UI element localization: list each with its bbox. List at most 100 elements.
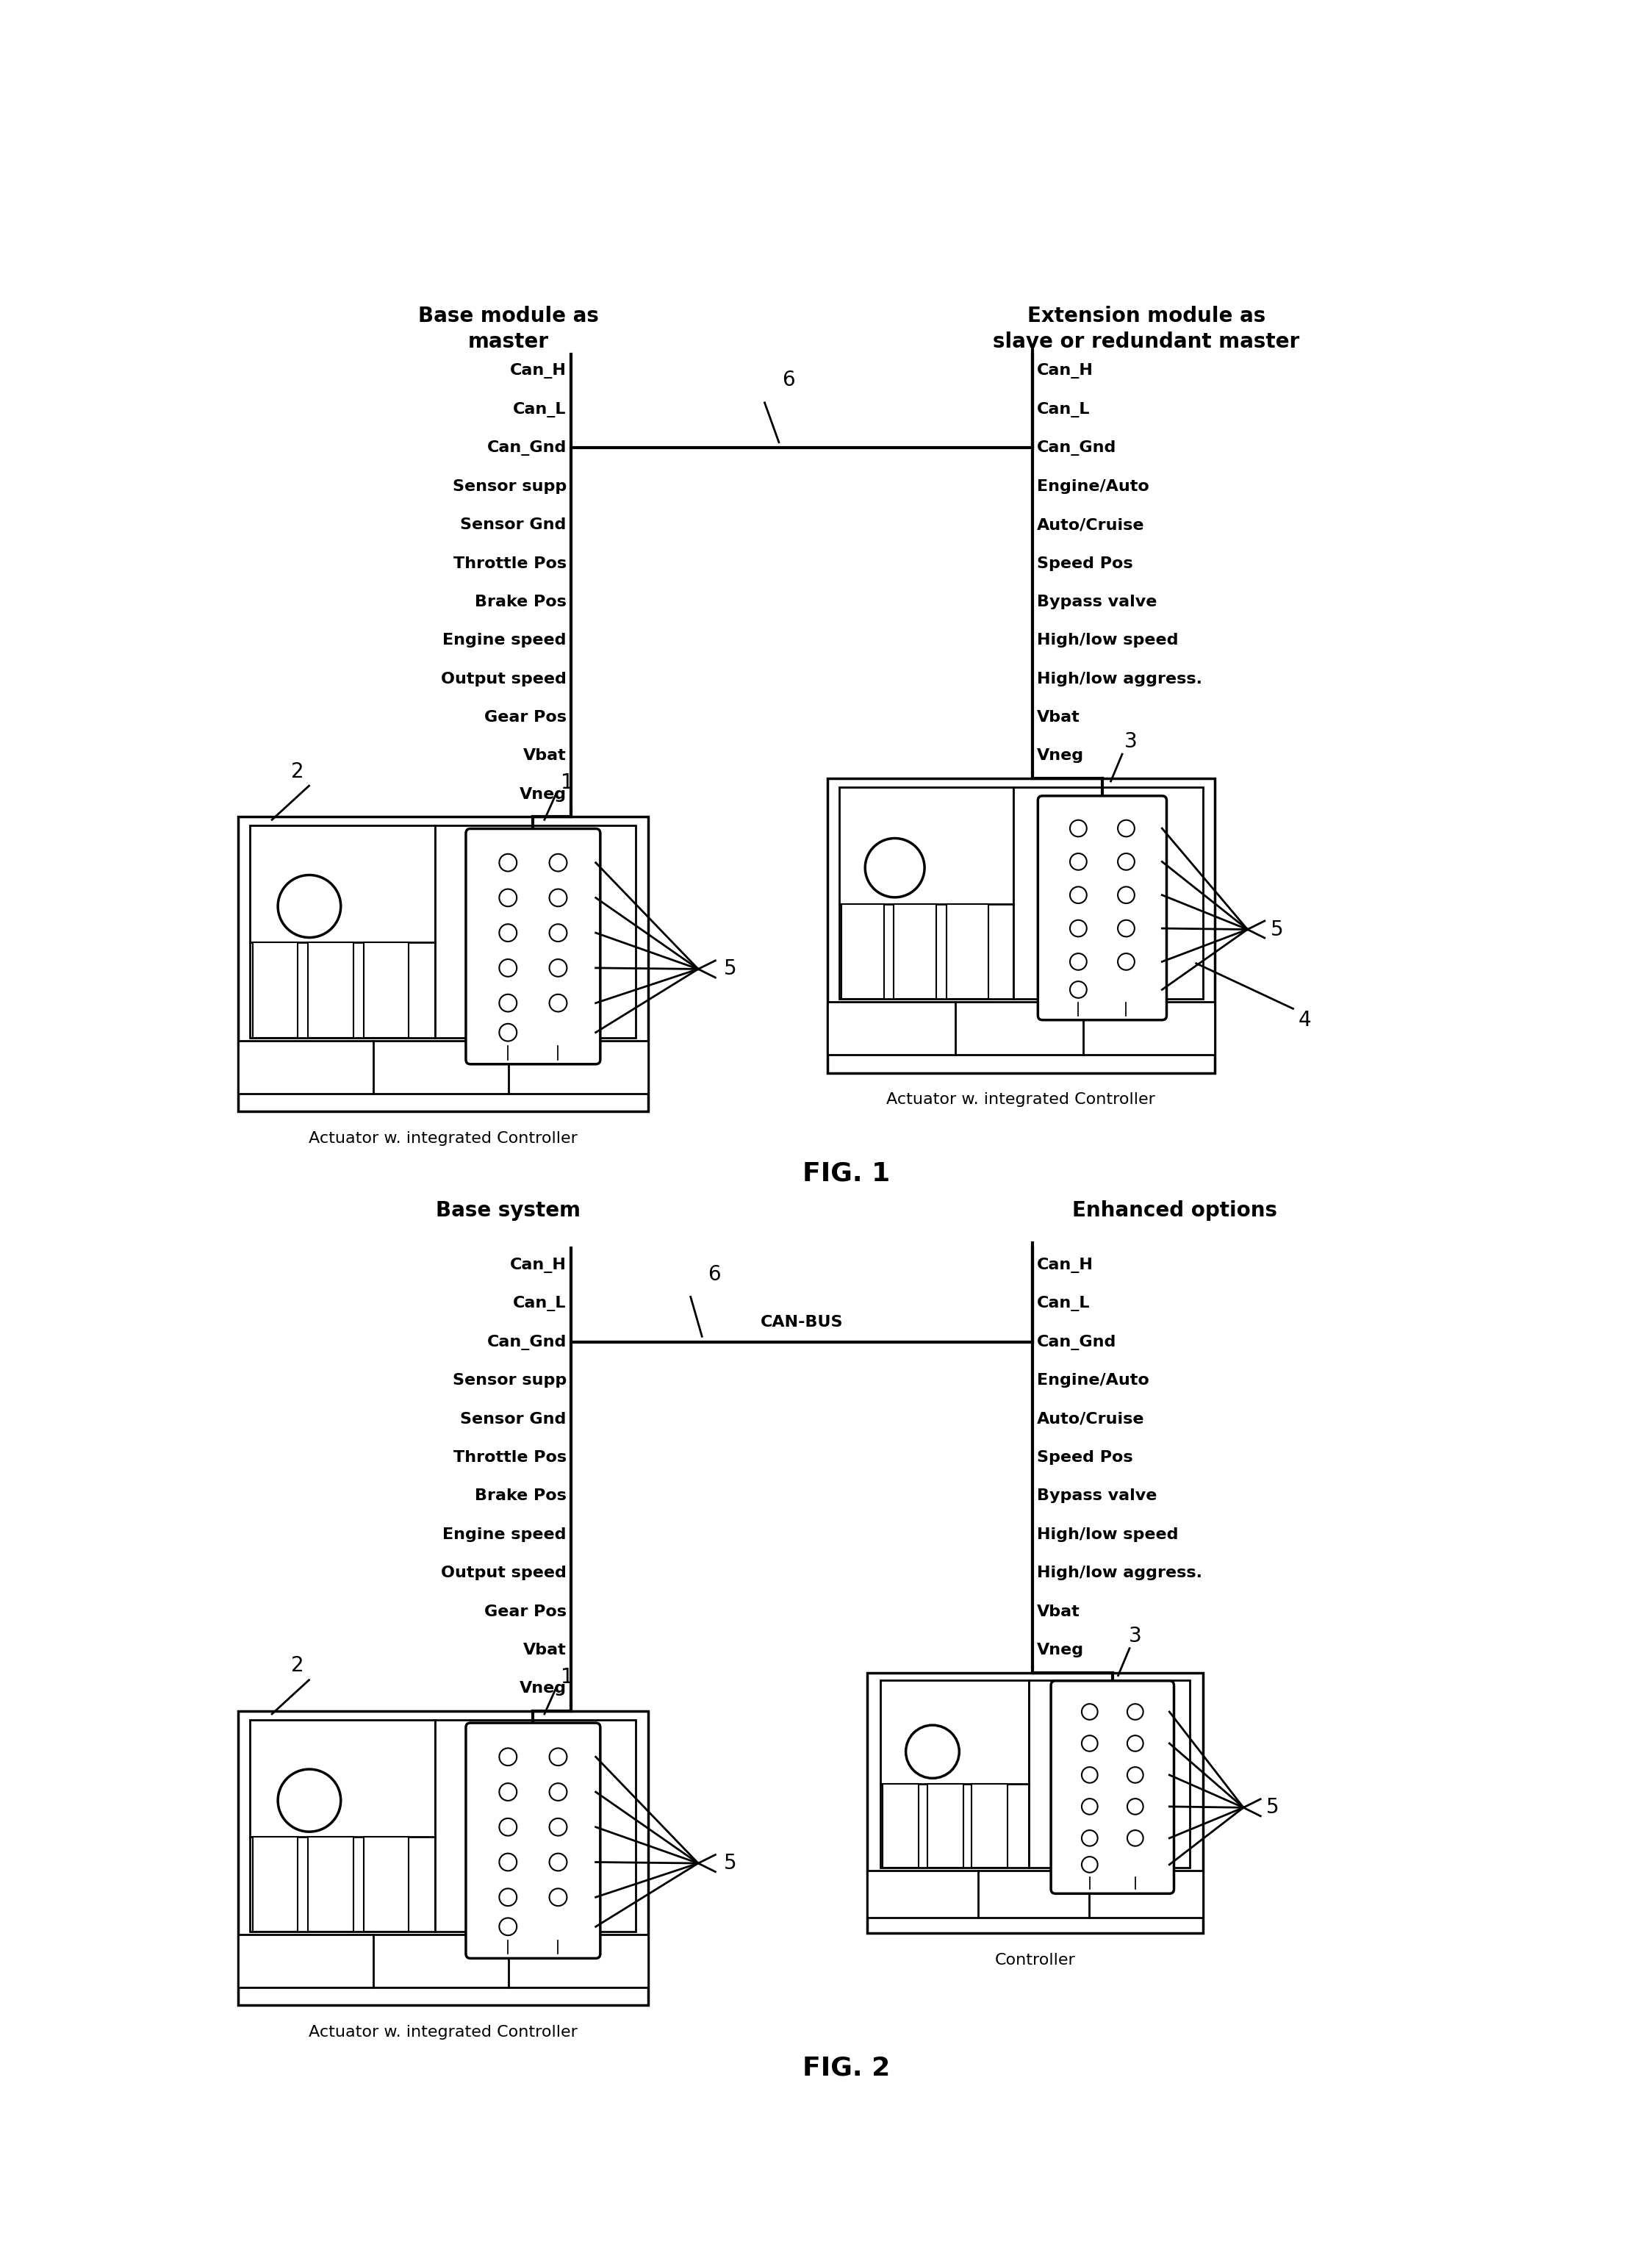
- Bar: [841, 904, 884, 999]
- Text: Engine speed: Engine speed: [443, 632, 567, 648]
- Text: Extension module as
slave or redundant master: Extension module as slave or redundant m…: [993, 306, 1300, 351]
- Text: FIG. 2: FIG. 2: [803, 2055, 890, 2080]
- Text: 6: 6: [781, 369, 795, 390]
- Bar: [947, 904, 988, 999]
- Text: Brake Pos: Brake Pos: [474, 594, 567, 610]
- Bar: [238, 1935, 648, 1987]
- Circle shape: [499, 1024, 517, 1040]
- Bar: [1029, 1681, 1189, 1867]
- Text: High/low speed: High/low speed: [1037, 1527, 1178, 1541]
- Bar: [894, 904, 937, 999]
- Text: Can_H: Can_H: [510, 363, 567, 378]
- Circle shape: [499, 995, 517, 1011]
- Text: 1: 1: [560, 773, 573, 793]
- Circle shape: [550, 1817, 567, 1835]
- Circle shape: [499, 959, 517, 977]
- Text: CAN-BUS: CAN-BUS: [760, 1314, 843, 1330]
- Text: Actuator w. integrated Controller: Actuator w. integrated Controller: [887, 1092, 1155, 1108]
- Circle shape: [1070, 920, 1087, 936]
- Text: Bypass valve: Bypass valve: [1037, 1489, 1156, 1502]
- Text: Actuator w. integrated Controller: Actuator w. integrated Controller: [309, 1131, 577, 1147]
- Bar: [881, 1681, 1029, 1867]
- Text: 1: 1: [560, 1668, 573, 1688]
- Circle shape: [1082, 1856, 1097, 1872]
- Circle shape: [550, 1747, 567, 1765]
- Bar: [867, 1869, 1203, 1917]
- Text: Engine/Auto: Engine/Auto: [1037, 1373, 1150, 1389]
- Text: High/low aggress.: High/low aggress.: [1037, 671, 1203, 687]
- Text: Can_Gnd: Can_Gnd: [487, 1335, 567, 1351]
- Bar: [309, 1835, 354, 1933]
- Text: Vneg: Vneg: [1037, 1643, 1084, 1656]
- Circle shape: [550, 995, 567, 1011]
- Text: 3: 3: [1128, 1625, 1142, 1645]
- FancyBboxPatch shape: [466, 829, 600, 1065]
- Text: Can_H: Can_H: [1037, 363, 1094, 378]
- Circle shape: [499, 888, 517, 906]
- Text: Engine/Auto: Engine/Auto: [1037, 478, 1150, 494]
- Text: Can_Gnd: Can_Gnd: [1037, 1335, 1117, 1351]
- Circle shape: [1127, 1799, 1143, 1815]
- Text: Sensor supp: Sensor supp: [453, 478, 567, 494]
- Circle shape: [278, 1770, 340, 1831]
- Circle shape: [1070, 954, 1087, 970]
- Bar: [828, 780, 1214, 1072]
- Circle shape: [550, 925, 567, 943]
- Text: Output speed: Output speed: [441, 671, 567, 687]
- Text: 5: 5: [1265, 1797, 1279, 1817]
- Text: High/low aggress.: High/low aggress.: [1037, 1566, 1203, 1579]
- Bar: [434, 1720, 636, 1933]
- Circle shape: [499, 1817, 517, 1835]
- Text: Vneg: Vneg: [519, 786, 567, 802]
- Text: Auto/Cruise: Auto/Cruise: [1037, 517, 1145, 533]
- Bar: [882, 1783, 919, 1867]
- Text: Enhanced options: Enhanced options: [1072, 1201, 1277, 1221]
- Text: Vneg: Vneg: [1037, 748, 1084, 764]
- Text: Base system: Base system: [436, 1201, 582, 1221]
- Bar: [309, 943, 354, 1038]
- Circle shape: [1070, 981, 1087, 997]
- Circle shape: [1070, 854, 1087, 870]
- Bar: [971, 1783, 1008, 1867]
- Circle shape: [1118, 920, 1135, 936]
- Text: 5: 5: [1270, 920, 1284, 940]
- Circle shape: [550, 1888, 567, 1906]
- Text: Brake Pos: Brake Pos: [474, 1489, 567, 1502]
- Text: Vbat: Vbat: [1037, 1604, 1080, 1618]
- Circle shape: [1118, 954, 1135, 970]
- Bar: [867, 1672, 1203, 1933]
- Text: Sensor Gnd: Sensor Gnd: [461, 517, 567, 533]
- Circle shape: [550, 854, 567, 872]
- Text: Can_Gnd: Can_Gnd: [487, 440, 567, 455]
- Text: Speed Pos: Speed Pos: [1037, 1450, 1133, 1464]
- Text: Can_H: Can_H: [1037, 1258, 1094, 1273]
- Circle shape: [1118, 854, 1135, 870]
- Text: Can_L: Can_L: [1037, 1296, 1090, 1312]
- Text: Sensor Gnd: Sensor Gnd: [461, 1412, 567, 1428]
- Text: Sensor supp: Sensor supp: [453, 1373, 567, 1389]
- Bar: [839, 786, 1014, 999]
- Bar: [238, 1711, 648, 2005]
- Circle shape: [499, 925, 517, 943]
- FancyBboxPatch shape: [1037, 795, 1166, 1020]
- Bar: [238, 1040, 648, 1094]
- Circle shape: [905, 1724, 960, 1779]
- Text: Vneg: Vneg: [519, 1681, 567, 1695]
- Bar: [253, 1835, 297, 1933]
- FancyBboxPatch shape: [466, 1722, 600, 1958]
- FancyBboxPatch shape: [1051, 1681, 1175, 1894]
- Text: Output speed: Output speed: [441, 1566, 567, 1579]
- Text: Vbat: Vbat: [524, 1643, 567, 1656]
- Bar: [253, 943, 297, 1038]
- Text: FIG. 1: FIG. 1: [803, 1160, 890, 1185]
- Text: 5: 5: [724, 959, 737, 979]
- Circle shape: [1127, 1831, 1143, 1847]
- Bar: [434, 825, 636, 1038]
- Bar: [249, 1720, 434, 1933]
- Circle shape: [866, 838, 925, 897]
- Circle shape: [1070, 886, 1087, 904]
- Circle shape: [1127, 1704, 1143, 1720]
- Circle shape: [550, 959, 567, 977]
- Circle shape: [499, 1747, 517, 1765]
- Bar: [363, 943, 408, 1038]
